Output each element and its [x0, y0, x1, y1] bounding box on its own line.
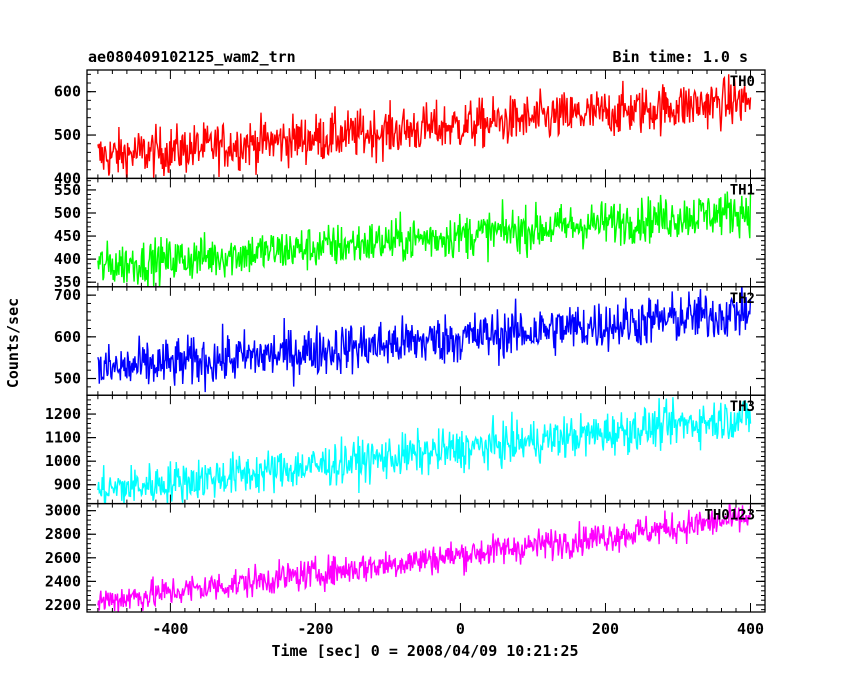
y-tick-label: 600	[54, 83, 81, 101]
x-axis: -400 -200 0 200 400	[152, 620, 764, 638]
y-tick-label: 1200	[45, 405, 81, 423]
y-tick-label: 1100	[45, 429, 81, 447]
x-tick-label: -400	[152, 620, 188, 638]
panel-th2: 500 600 700 TH2	[54, 286, 766, 396]
y-tick-label: 2600	[45, 549, 81, 567]
y-tick-label: 500	[54, 204, 81, 222]
y-tick-label: 500	[54, 370, 81, 388]
series-line-th0123	[97, 503, 752, 613]
panel-th3: 900 1000 1100 1200 TH3	[45, 394, 766, 505]
y-tick-label: 2200	[45, 596, 81, 614]
y-tick-label: 450	[54, 227, 81, 245]
panel-th1: 350 400 450 500 550 TH1	[54, 177, 766, 291]
panel-th0123: 2200 2400 2600 2800 3000 TH0123	[45, 502, 766, 614]
y-axis-label: Counts/sec	[4, 298, 22, 388]
panel-frame	[86, 177, 766, 288]
y-tick-label: 350	[54, 273, 81, 291]
chart-title: ae080409102125_wam2_trn	[88, 48, 296, 66]
y-tick-label: 400	[54, 169, 81, 187]
y-tick-label: 600	[54, 328, 81, 346]
y-tick-label: 700	[54, 286, 81, 304]
panel-label-th3: TH3	[730, 399, 755, 415]
y-tick-label: 1000	[45, 452, 81, 470]
panel-th0: 400 500 600 TH0	[54, 69, 766, 187]
series-line-th1	[97, 191, 752, 287]
y-tick-label: 400	[54, 250, 81, 268]
panel-label-th0: TH0	[730, 74, 755, 90]
x-tick-label: 200	[592, 620, 619, 638]
y-tick-label: 500	[54, 126, 81, 144]
panel-label-th2: TH2	[730, 291, 755, 307]
y-tick-label: 2400	[45, 572, 81, 590]
x-tick-label: -200	[297, 620, 333, 638]
y-tick-label: 3000	[45, 502, 81, 520]
x-axis-label: Time [sec] 0 = 2008/04/09 10:21:25	[271, 642, 578, 660]
series-line-th3	[97, 397, 752, 504]
panel-label-th1: TH1	[730, 182, 755, 198]
panels-group: 400 500 600 TH0 350 400 450 500 550 TH1 500 600 700 T…	[45, 69, 766, 614]
y-tick-label: 550	[54, 181, 81, 199]
series-line-th0	[97, 74, 752, 179]
bin-time-label: Bin time: 1.0 s	[613, 48, 748, 66]
x-tick-label: 400	[737, 620, 764, 638]
series-line-th2	[97, 286, 752, 393]
y-tick-label: 900	[54, 476, 81, 494]
y-tick-label: 2800	[45, 525, 81, 543]
x-tick-label: 0	[456, 620, 465, 638]
panel-label-th0123: TH0123	[704, 508, 755, 524]
